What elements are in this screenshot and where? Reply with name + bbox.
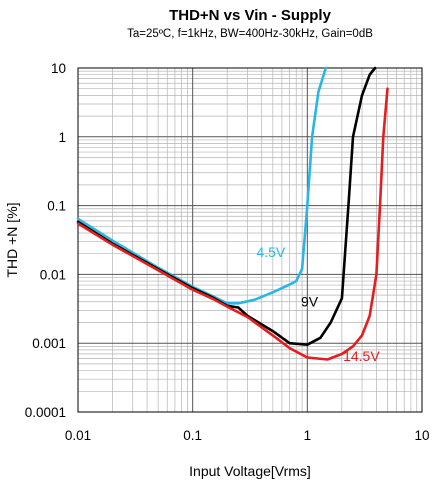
- series-line-14-5v: [76, 87, 389, 361]
- series-label-14-5v: 14.5V: [343, 348, 380, 364]
- minor-gridlines: [78, 68, 422, 412]
- tick-labels: 0.01 0.1 1 10 0.0001 0.001 0.01 0.1 1 10: [25, 61, 430, 443]
- y-tick-label: 0.001: [32, 336, 66, 351]
- x-tick-label: 0.1: [183, 428, 202, 443]
- chart-subtitle: Ta=25ºC, f=1kHz, BW=400Hz-30kHz, Gain=0d…: [127, 28, 373, 40]
- series-labels: 4.5V 9V 14.5V: [256, 244, 380, 364]
- y-tick-label: 10: [51, 61, 66, 76]
- series-lines: [76, 66, 389, 361]
- y-tick-label: 1: [58, 130, 66, 145]
- series-label-9v: 9V: [301, 294, 319, 310]
- series-label-4-5v: 4.5V: [256, 244, 285, 260]
- x-tick-label: 0.01: [65, 428, 91, 443]
- chart-title: THD+N vs Vin - Supply: [169, 7, 331, 24]
- y-tick-label: 0.0001: [25, 405, 66, 420]
- series-line-4-5v: [76, 66, 328, 305]
- series-line-9v: [76, 66, 377, 346]
- plot-frame: [77, 67, 423, 413]
- x-axis-label: Input Voltage[Vrms]: [189, 463, 311, 479]
- y-tick-label: 0.01: [40, 267, 66, 282]
- x-tick-label: 1: [304, 428, 312, 443]
- y-axis-label: THD +N [%]: [4, 202, 20, 277]
- y-tick-label: 0.1: [47, 199, 66, 214]
- x-tick-label: 10: [414, 428, 429, 443]
